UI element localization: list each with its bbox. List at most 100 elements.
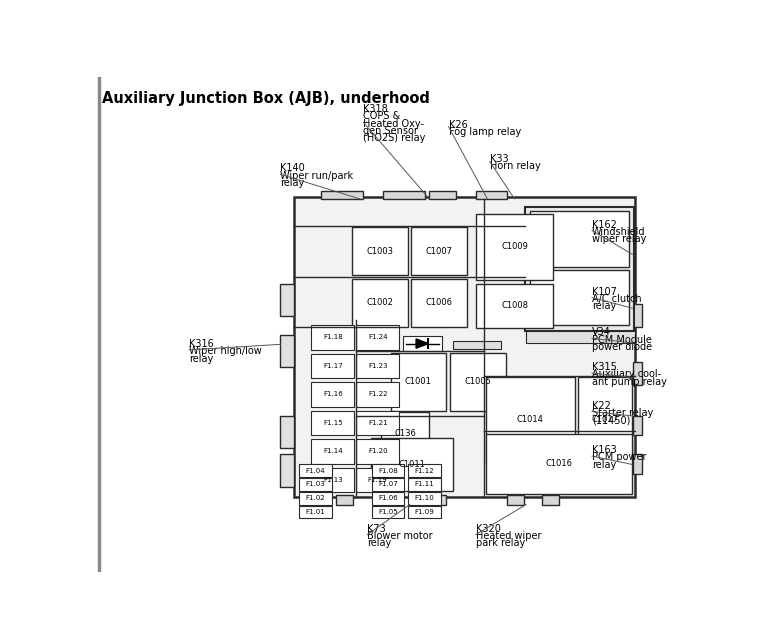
Text: C1011: C1011 bbox=[399, 460, 425, 469]
Text: C1009: C1009 bbox=[501, 242, 528, 251]
Text: F1.23: F1.23 bbox=[368, 363, 388, 369]
Bar bbox=[299, 478, 332, 491]
Text: F1.07: F1.07 bbox=[379, 482, 398, 487]
Text: C1005: C1005 bbox=[465, 377, 492, 386]
Bar bbox=[280, 335, 294, 367]
Bar bbox=[312, 325, 354, 350]
Bar bbox=[372, 506, 405, 518]
Bar bbox=[530, 269, 629, 325]
Text: relay: relay bbox=[367, 538, 392, 548]
Text: Auxiliary Junction Box (AJB), underhood: Auxiliary Junction Box (AJB), underhood bbox=[102, 91, 430, 106]
Text: K315: K315 bbox=[592, 362, 617, 372]
Bar bbox=[280, 416, 294, 448]
Bar bbox=[299, 464, 332, 477]
Bar bbox=[486, 433, 632, 494]
Bar bbox=[356, 467, 399, 492]
Text: Fog lamp relay: Fog lamp relay bbox=[449, 127, 521, 137]
Bar bbox=[312, 439, 354, 464]
Text: C1008: C1008 bbox=[501, 302, 528, 311]
Text: power diode: power diode bbox=[592, 342, 652, 352]
Polygon shape bbox=[416, 339, 429, 349]
Bar bbox=[409, 506, 441, 518]
Bar bbox=[352, 279, 408, 327]
Bar bbox=[450, 353, 506, 411]
Bar bbox=[403, 336, 442, 351]
Bar bbox=[429, 495, 446, 505]
Bar bbox=[507, 495, 524, 505]
Text: C136: C136 bbox=[394, 429, 416, 438]
Text: relay: relay bbox=[280, 178, 305, 188]
Text: F1.21: F1.21 bbox=[368, 420, 388, 426]
Text: C1016: C1016 bbox=[545, 459, 573, 468]
Text: gen Sensor: gen Sensor bbox=[363, 126, 419, 136]
Text: K162: K162 bbox=[592, 220, 617, 230]
Text: F1.01: F1.01 bbox=[306, 509, 325, 515]
Text: F1.11: F1.11 bbox=[415, 482, 435, 487]
Text: COPS &: COPS & bbox=[363, 111, 401, 122]
Text: F1.02: F1.02 bbox=[306, 495, 325, 502]
Text: F1.15: F1.15 bbox=[323, 420, 343, 426]
Text: F1.24: F1.24 bbox=[368, 334, 388, 340]
Bar bbox=[312, 467, 354, 492]
Bar bbox=[336, 495, 353, 505]
Text: F1.22: F1.22 bbox=[368, 392, 388, 397]
Bar bbox=[352, 228, 408, 275]
Text: F1.17: F1.17 bbox=[323, 363, 343, 369]
Text: F1.14: F1.14 bbox=[323, 448, 343, 455]
Bar bbox=[356, 382, 399, 407]
Text: PCM Module: PCM Module bbox=[592, 335, 652, 345]
Bar bbox=[372, 492, 405, 505]
Bar bbox=[633, 362, 642, 385]
Bar bbox=[312, 382, 354, 407]
Text: wiper relay: wiper relay bbox=[592, 234, 647, 244]
Text: K33: K33 bbox=[490, 154, 508, 164]
Text: C1007: C1007 bbox=[425, 247, 453, 256]
Text: (11450): (11450) bbox=[592, 415, 631, 425]
Text: ant pump relay: ant pump relay bbox=[592, 377, 667, 386]
Bar bbox=[429, 191, 456, 199]
Text: Blower motor: Blower motor bbox=[367, 531, 433, 541]
Bar bbox=[372, 478, 405, 491]
Bar bbox=[293, 197, 634, 497]
Text: C1014: C1014 bbox=[517, 415, 544, 424]
Bar bbox=[321, 191, 363, 199]
Bar bbox=[390, 353, 446, 411]
Bar bbox=[525, 206, 634, 331]
Bar bbox=[356, 411, 399, 435]
Text: relay: relay bbox=[189, 354, 214, 363]
Text: Windshield: Windshield bbox=[592, 227, 645, 237]
Bar bbox=[371, 437, 452, 491]
Text: K107: K107 bbox=[592, 287, 617, 296]
Bar bbox=[530, 211, 629, 267]
Text: F1.18: F1.18 bbox=[323, 334, 343, 340]
Text: relay: relay bbox=[592, 301, 616, 311]
Bar bbox=[356, 325, 399, 350]
Text: park relay: park relay bbox=[475, 538, 525, 548]
Text: K316: K316 bbox=[189, 339, 214, 349]
Text: F1.09: F1.09 bbox=[415, 509, 435, 515]
Bar bbox=[486, 377, 575, 462]
Text: K318: K318 bbox=[363, 104, 388, 114]
Bar bbox=[475, 214, 553, 280]
Text: Heated wiper: Heated wiper bbox=[475, 531, 541, 541]
Text: Horn relay: Horn relay bbox=[490, 161, 541, 172]
Text: F1.03: F1.03 bbox=[306, 482, 325, 487]
Text: C1002: C1002 bbox=[366, 298, 393, 307]
Text: Auxiliary cool-: Auxiliary cool- bbox=[592, 369, 661, 379]
Bar bbox=[452, 341, 501, 349]
Bar bbox=[299, 492, 332, 505]
Text: PCM power: PCM power bbox=[592, 453, 647, 462]
Bar bbox=[312, 495, 329, 505]
Text: Wiper high/low: Wiper high/low bbox=[189, 346, 262, 356]
Bar bbox=[475, 191, 507, 199]
Bar bbox=[381, 412, 429, 455]
Text: (HO2S) relay: (HO2S) relay bbox=[363, 133, 425, 143]
Text: F1.19: F1.19 bbox=[368, 477, 388, 483]
Bar bbox=[633, 304, 642, 327]
Bar bbox=[412, 279, 467, 327]
Text: relay: relay bbox=[592, 460, 616, 470]
Text: K320: K320 bbox=[475, 524, 501, 534]
Text: K163: K163 bbox=[592, 445, 617, 455]
Text: C1001: C1001 bbox=[405, 377, 432, 386]
Text: K22: K22 bbox=[592, 401, 611, 411]
